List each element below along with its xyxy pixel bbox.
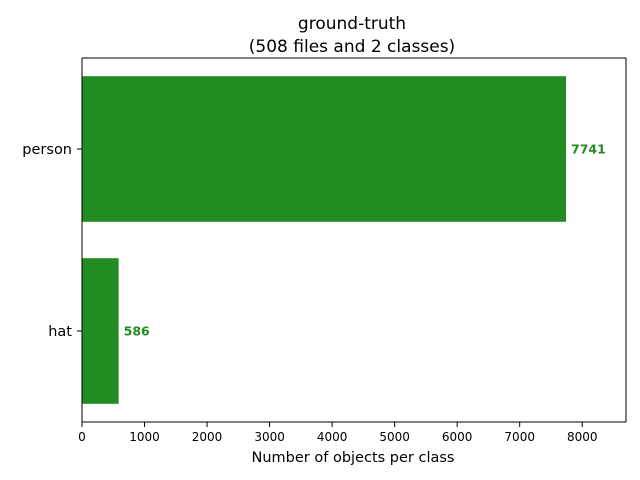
x-tick-label-6000: 6000: [442, 430, 473, 444]
chart-title: ground-truth: [298, 14, 406, 34]
x-tick-label-3000: 3000: [254, 430, 285, 444]
data-label-hat: 586: [124, 324, 150, 339]
x-tick-label-5000: 5000: [379, 430, 410, 444]
plot-area: person 7741 hat 586 0 1000 2000 3000 4000 5000 600…: [22, 57, 627, 444]
x-tick-label-7000: 7000: [504, 430, 535, 444]
y-tick-label-person: person: [22, 142, 72, 158]
bar-hat: [82, 258, 119, 404]
x-tick-label-1000: 1000: [129, 430, 160, 444]
x-tick-label-0: 0: [78, 430, 86, 444]
x-axis-label: Number of objects per class: [252, 450, 455, 466]
data-label-person: 7741: [571, 142, 606, 157]
x-tick-label-4000: 4000: [317, 430, 348, 444]
x-tick-label-2000: 2000: [192, 430, 223, 444]
bar-person: [82, 76, 567, 222]
x-tick-label-8000: 8000: [567, 430, 598, 444]
chart-subtitle: (508 files and 2 classes): [249, 37, 455, 57]
y-tick-label-hat: hat: [48, 324, 72, 340]
